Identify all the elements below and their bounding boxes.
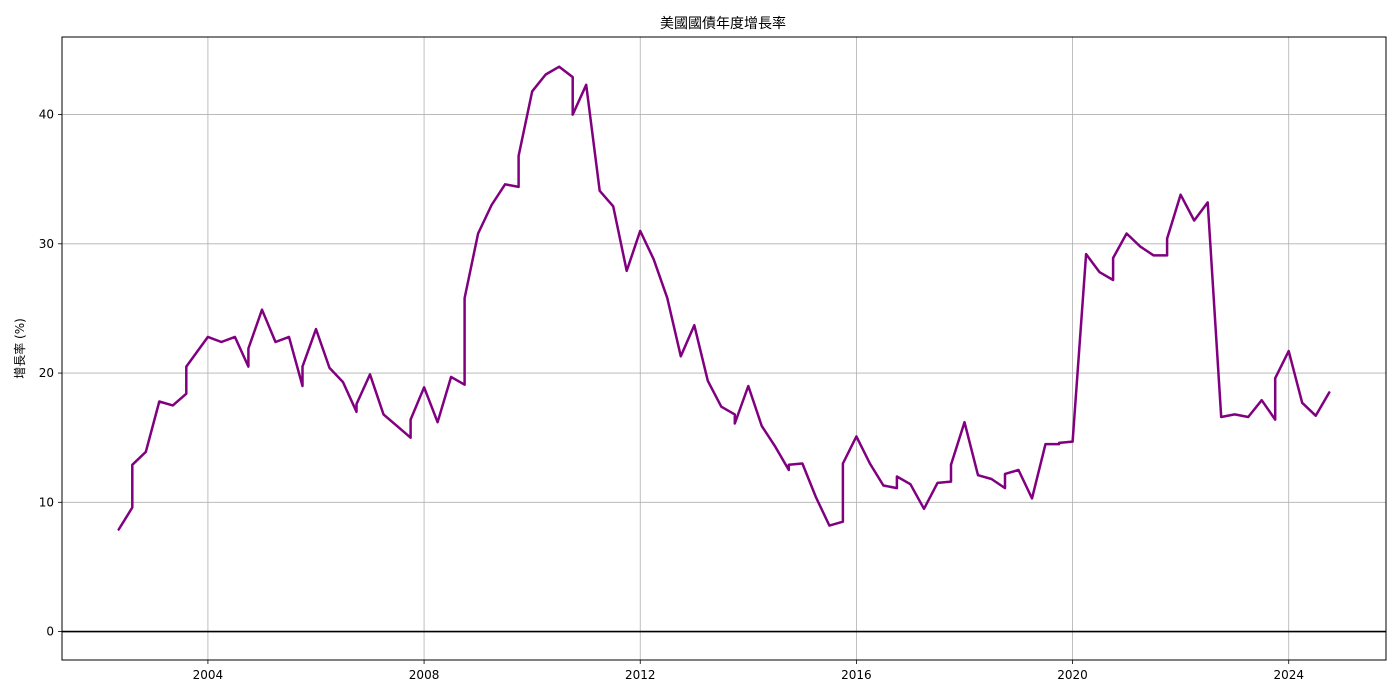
- y-tick-label: 10: [39, 495, 54, 509]
- y-tick-label: 0: [46, 625, 54, 639]
- y-tick-label: 40: [39, 108, 54, 122]
- series-layer: [117, 65, 1331, 531]
- chart-title: 美國國債年度增長率: [660, 15, 786, 32]
- y-tick-label: 30: [39, 237, 54, 251]
- y-axis: 0 10 20 30 40: [39, 108, 62, 639]
- x-tick-label: 2024: [1273, 668, 1304, 682]
- series-line: [117, 65, 1331, 531]
- x-axis: 2004 2008 2012 2016 2020 2024: [193, 660, 1304, 682]
- y-axis-label: 增長率 (%): [12, 318, 27, 379]
- plot-frame: [61, 36, 1387, 661]
- x-tick-label: 2012: [625, 668, 656, 682]
- x-tick-label: 2008: [409, 668, 440, 682]
- x-tick-label: 2004: [193, 668, 224, 682]
- x-tick-label: 2020: [1057, 668, 1088, 682]
- y-tick-label: 20: [39, 366, 54, 380]
- grid-lines: [62, 37, 1386, 660]
- x-tick-label: 2016: [841, 668, 872, 682]
